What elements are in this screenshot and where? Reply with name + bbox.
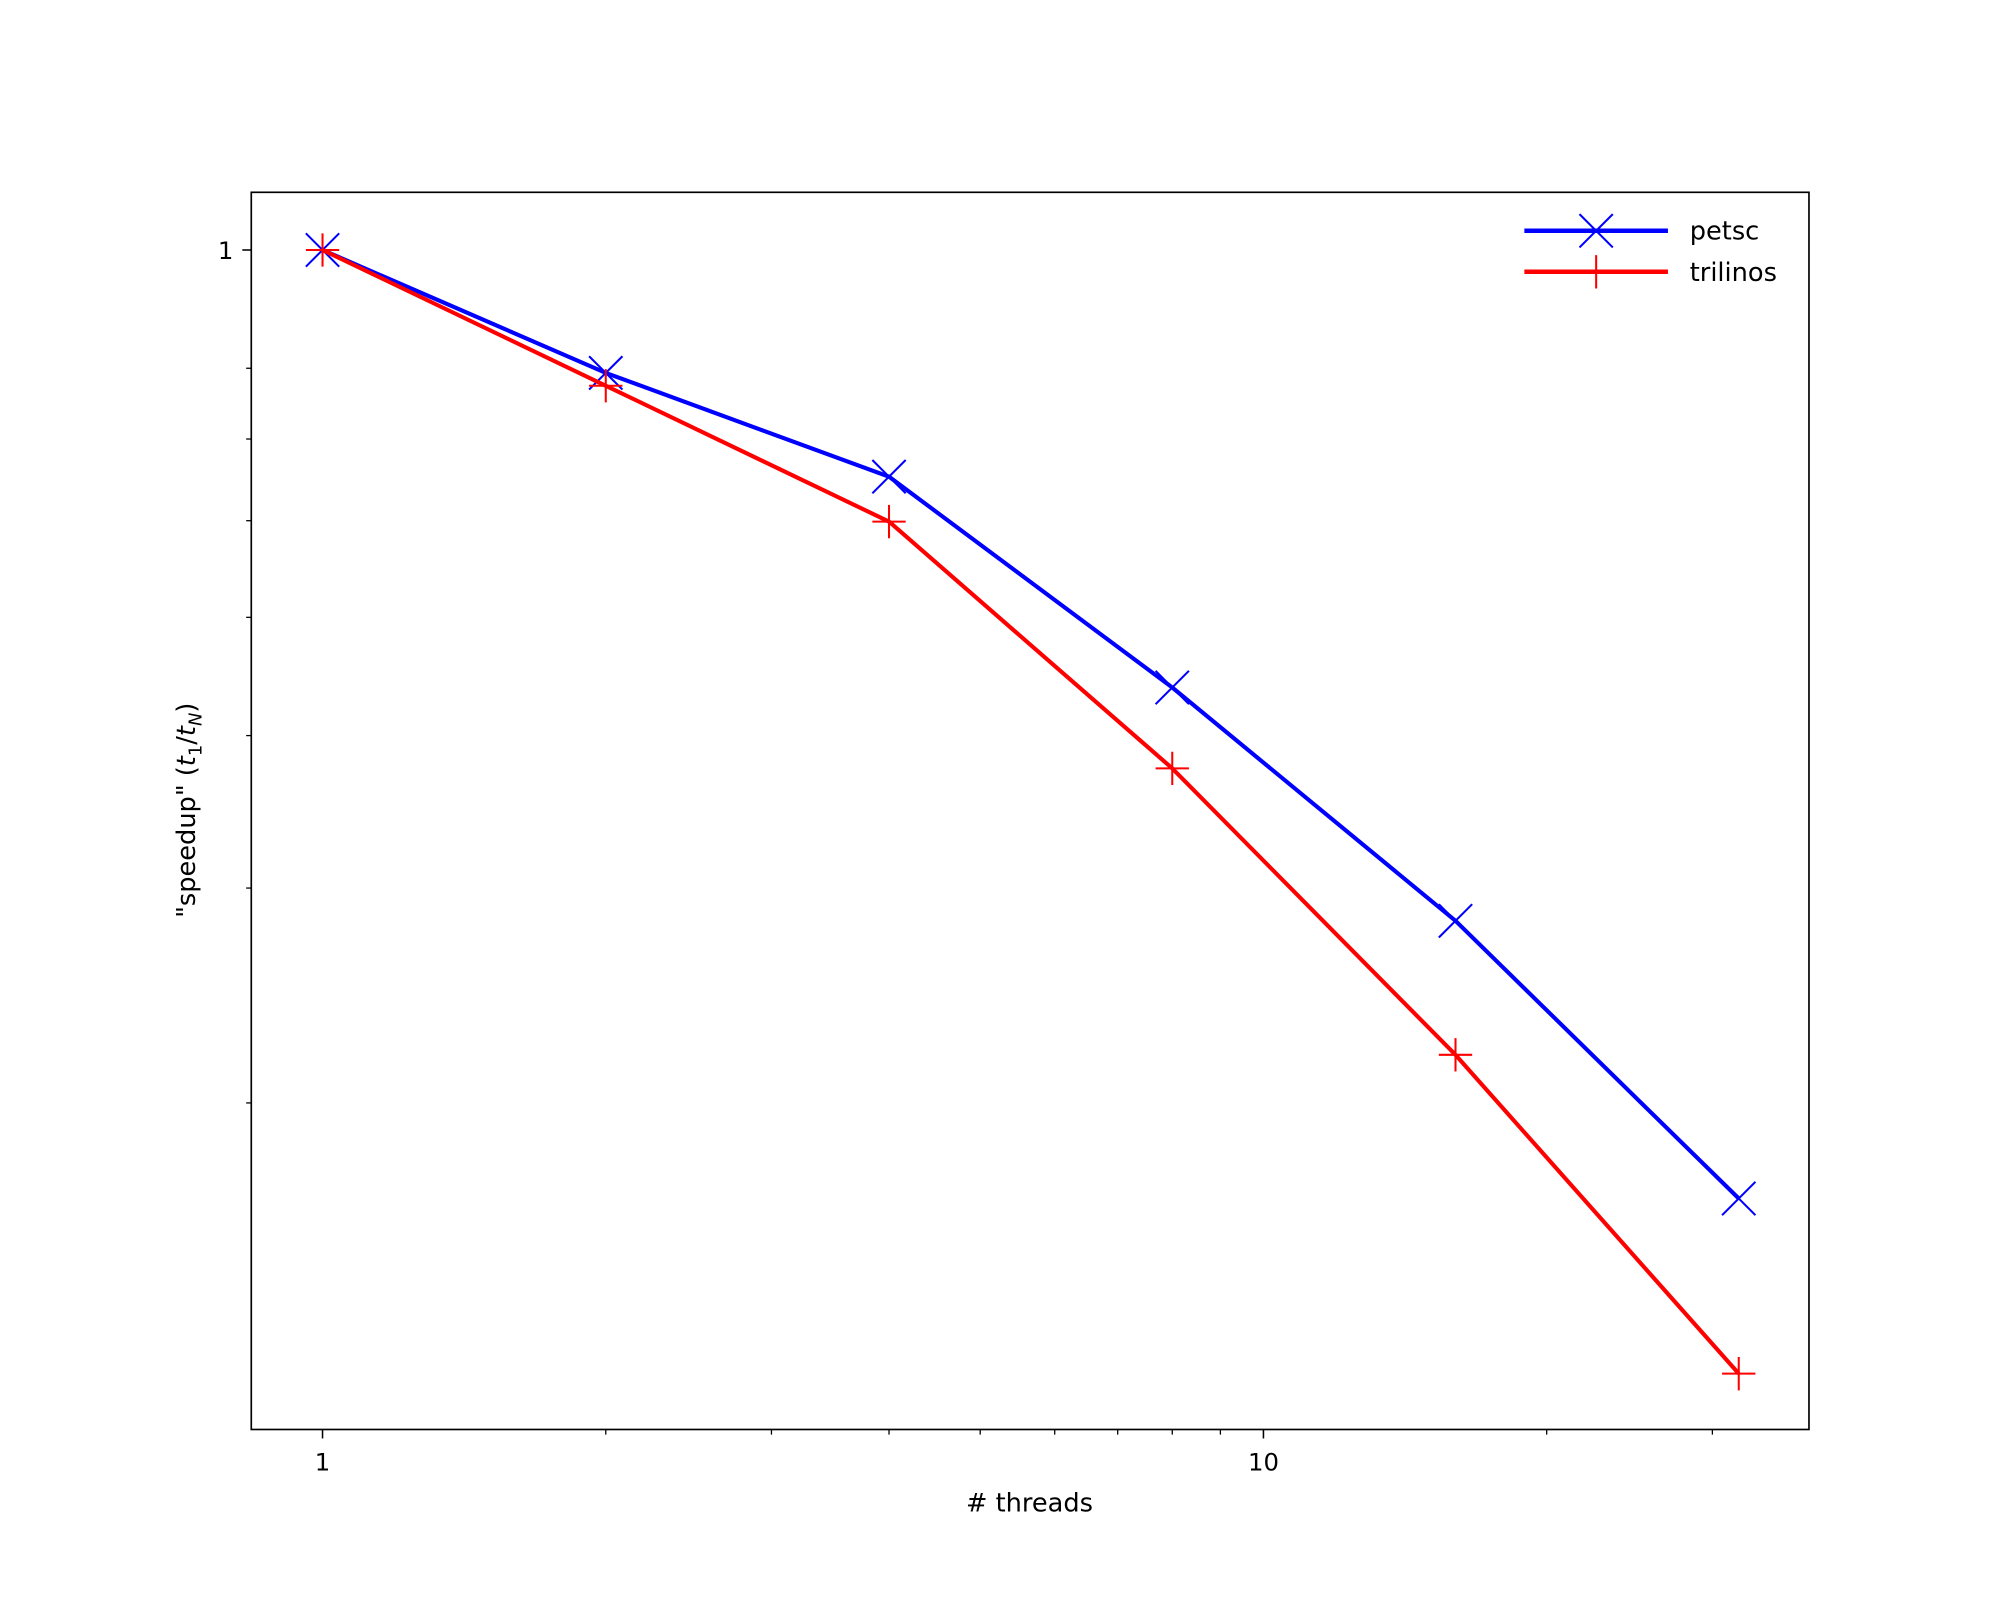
trilinos-point	[1438, 1038, 1473, 1072]
trilinos-point	[872, 504, 906, 539]
trilinos-point	[305, 233, 340, 267]
plot-frame	[250, 191, 1810, 1431]
petsc-point	[871, 459, 907, 495]
legend-petsc-marker	[1578, 213, 1614, 249]
trilinos-point	[1155, 751, 1189, 786]
petsc-point	[1154, 670, 1190, 705]
x-tick-label: 1	[315, 1448, 331, 1477]
trilinos-point	[589, 369, 623, 403]
legend: petsc trilinos	[1524, 213, 1777, 289]
y-axis-label: "speedup" (t1/tN)	[172, 703, 206, 918]
series-lines	[305, 232, 1757, 1391]
legend-trilinos-marker	[1579, 255, 1613, 289]
axis-ticks: 1 10 1	[218, 236, 1714, 1477]
legend-petsc-label: petsc	[1690, 217, 1760, 247]
x-tick-label: 10	[1248, 1448, 1279, 1477]
x-axis-label: # threads	[966, 1489, 1093, 1519]
petsc-line	[321, 248, 1741, 1200]
trilinos-line	[321, 248, 1741, 1376]
petsc-point	[1721, 1181, 1757, 1216]
legend-trilinos-label: trilinos	[1690, 258, 1777, 288]
trilinos-point	[1722, 1356, 1756, 1391]
y-tick-label: 1	[218, 236, 233, 265]
petsc-point	[1438, 903, 1473, 939]
